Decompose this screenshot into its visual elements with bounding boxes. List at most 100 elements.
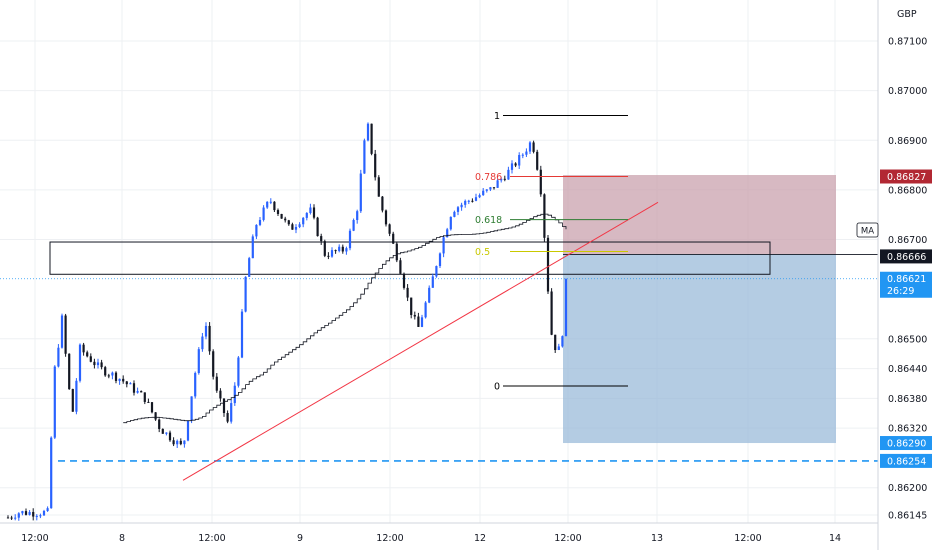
candle-body-29 [111,372,114,376]
candle-body-58 [215,376,218,391]
candle-body-67 [248,258,251,277]
price-tick-label: 0.86145 [888,511,927,522]
candle-body-37 [140,391,143,393]
candle-body-101 [370,123,373,154]
candle-body-40 [150,402,154,413]
candle-body-9 [39,515,42,517]
candle-body-31 [118,378,121,381]
last-price-tag-label: 0.86621 [887,274,926,285]
candle-body-76 [280,213,283,219]
candle-body-82 [302,217,305,225]
time-tick-label: 12:00 [21,533,48,544]
candle-body-55 [204,325,208,337]
candle-body-92 [338,246,341,252]
candle-body-11 [46,508,49,511]
candle-body-78 [287,220,290,225]
time-tick-label: 9 [297,533,303,544]
currency-label: GBP [897,9,917,20]
support-price-tag-label: 0.86254 [887,456,926,467]
candle-body-36 [136,391,139,393]
candle-body-44 [165,432,168,434]
candle-body-75 [276,210,280,214]
candle-body-13 [53,366,56,438]
candle-body-136 [496,180,499,188]
candle-body-46 [172,440,175,445]
candle-body-25 [96,362,100,366]
candle-body-137 [500,178,503,181]
candle-body-73 [269,201,272,203]
reward-zone [563,254,836,444]
candle-body-61 [226,413,229,422]
candle-body-26 [100,362,103,368]
candle-body-0 [6,517,10,519]
fib-level-label: 0.618 [475,215,502,226]
candle-body-38 [143,392,146,402]
candle-body-20 [78,344,82,381]
candle-body-84 [309,207,312,214]
candle-body-27 [104,367,107,376]
candle-body-48 [179,440,182,445]
time-tick-label: 13 [651,533,663,544]
price-axis[interactable]: 0.87100 0.87000 0.86900 0.86800 0.86700 0.865… [856,0,932,550]
candle-body-35 [132,383,136,393]
target-price-tag [880,436,932,451]
candle-body-12 [50,437,53,509]
time-axis[interactable]: 12:00 8 12:00 9 12:00 12 12:00 13 12:00 14 [0,522,878,544]
candle-body-88 [323,241,326,256]
candle-body-96 [352,220,355,231]
candle-body-80 [294,226,298,230]
fib-level-label: 0 [494,381,500,392]
fib-level-label: 0.5 [475,247,490,258]
support-price-tag [880,453,932,468]
candle-body-47 [176,440,179,445]
position-tool[interactable] [0,175,878,462]
candle-body-49 [183,440,186,445]
candle-body-148 [539,169,542,195]
candle-body-18 [71,389,74,412]
candle-body-51 [190,396,193,421]
candle-body-145 [528,142,532,152]
candle-body-147 [536,151,539,170]
candle-body-151 [550,291,553,335]
candle-body-119 [435,266,438,277]
time-tick-label: 12:00 [554,533,581,544]
candle-body-89 [327,255,330,257]
candle-body-104 [381,196,384,211]
candle-body-17 [68,353,71,390]
time-tick-label: 12:00 [198,533,225,544]
candle-body-114 [417,316,420,327]
candle-body-30 [114,372,118,381]
candle-body-24 [93,361,96,366]
last-price-tag [880,271,932,298]
candle-body-50 [186,420,190,441]
candle-body-2 [14,517,17,519]
candle-body-130 [474,197,478,201]
candle-body-150 [546,237,550,292]
candle-body-129 [471,200,474,202]
candle-body-14 [57,347,60,367]
candle-body-107 [392,233,395,244]
candle-body-87 [320,236,323,242]
candle-body-56 [208,325,211,352]
ma-indicator-badge [856,222,879,238]
candle-body-10 [42,510,46,516]
candle-body-143 [521,154,524,156]
candle-body-131 [478,195,481,198]
candle-body-90 [330,250,334,257]
candle-body-57 [212,351,215,377]
candle-body-15 [60,315,64,348]
candle-body-71 [262,207,265,220]
price-tick-label: 0.87000 [888,86,927,97]
candle-body-16 [64,315,67,354]
price-tick-label: 0.86380 [888,394,927,405]
candle-body-128 [467,200,470,202]
candle-body-132 [482,190,485,196]
price-tick-label: 0.86900 [888,136,927,147]
candle-body-28 [107,375,110,377]
candle-body-125 [456,207,460,212]
candle-body-146 [532,142,535,152]
candle-body-85 [312,207,316,218]
candle-body-74 [273,201,276,211]
drawing-overlays[interactable]: 1 0.786 0.618 0.5 0 [123,111,659,481]
